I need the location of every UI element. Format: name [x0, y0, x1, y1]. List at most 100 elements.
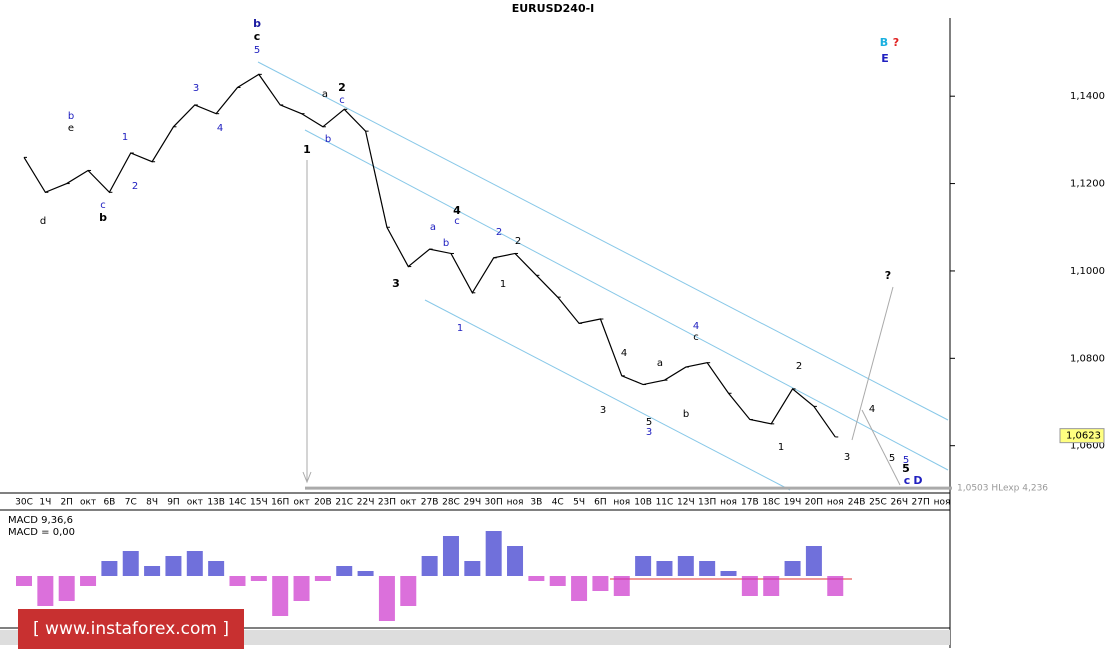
wave-label: c	[339, 95, 345, 106]
macd-bar	[635, 556, 652, 576]
wave-label: d	[40, 216, 46, 227]
x-tick-label: 21С	[335, 498, 353, 508]
macd-bar	[720, 571, 737, 576]
wave-label: 3	[392, 277, 400, 290]
macd-bar	[442, 536, 459, 576]
macd-bar	[741, 576, 758, 596]
x-tick-label: 20В	[314, 498, 332, 508]
x-tick-label: 11С	[656, 498, 674, 508]
x-tick-label: 17В	[741, 498, 759, 508]
x-tick-label: 5Ч	[573, 498, 585, 508]
x-tick-label: 13В	[207, 498, 225, 508]
x-tick-label: 9П	[167, 498, 180, 508]
wave-label: b	[443, 238, 449, 249]
macd-bar	[293, 576, 310, 601]
macd-bar	[528, 576, 545, 581]
macd-bar	[378, 576, 395, 621]
wave-label: c	[693, 332, 699, 343]
x-tick-label: 6П	[594, 498, 607, 508]
projection-lines	[302, 160, 901, 486]
wave-label: a	[657, 358, 663, 369]
x-tick-label: окт	[400, 498, 416, 508]
x-tick-label: ноя	[720, 498, 737, 508]
wave-label: 4	[217, 123, 223, 134]
macd-bar	[805, 546, 822, 576]
wave-label: b	[68, 111, 74, 122]
wave-label: 2	[132, 181, 138, 192]
x-tick-label: 18С	[762, 498, 780, 508]
x-tick-label: 24В	[848, 498, 866, 508]
last-price-label: 1,0623	[1066, 431, 1101, 442]
x-tick-label: 8Ч	[146, 498, 158, 508]
macd-bar	[571, 576, 588, 601]
macd-bar	[37, 576, 54, 606]
last-price-box	[1059, 428, 1105, 444]
wave-label: c	[904, 474, 911, 487]
x-tick-label: 3В	[530, 498, 542, 508]
wave-label: b	[683, 409, 689, 420]
wave-label: 1	[457, 323, 463, 334]
macd-bar	[613, 576, 630, 596]
x-tick-label: 27В	[421, 498, 439, 508]
wave-label: c	[454, 216, 460, 227]
x-tick-label: окт	[80, 498, 96, 508]
wave-label: 1	[122, 132, 128, 143]
wave-label: 2	[338, 81, 346, 94]
x-tick-label: окт	[293, 498, 309, 508]
wave-label: 5	[889, 453, 895, 464]
x-tick-label: 29Ч	[464, 498, 482, 508]
wave-label: 3	[600, 405, 606, 416]
macd-bar	[58, 576, 75, 601]
macd-subtitle: MACD = 0,00	[8, 527, 75, 538]
x-tick-label: 25С	[869, 498, 887, 508]
x-tick-label: 13П	[698, 498, 716, 508]
wave-label: 4	[693, 321, 699, 332]
x-tick-label: 15Ч	[250, 498, 268, 508]
macd-bar	[101, 561, 118, 576]
x-tick-label: 23П	[378, 498, 396, 508]
wave-label: 3	[646, 427, 652, 438]
wave-label: 3	[193, 83, 199, 94]
x-tick-label: 2П	[60, 498, 73, 508]
macd-bar	[827, 576, 844, 596]
macd-bar	[336, 566, 353, 576]
macd-bar	[656, 561, 673, 576]
x-tick-label: окт	[187, 498, 203, 508]
wave-label: b	[325, 134, 331, 145]
macd-bar	[250, 576, 267, 581]
target-label: 1,0503 HLexp 4,236	[957, 484, 1048, 494]
macd-bar	[165, 556, 182, 576]
wave-label: 4	[621, 348, 627, 359]
x-tick-label: 12Ч	[677, 498, 695, 508]
wave-label: b	[253, 17, 261, 30]
macd-bar	[677, 556, 694, 576]
watermark-text: [ www.instaforex.com ]	[33, 619, 229, 639]
wave-label: E	[881, 52, 889, 65]
macd-bar	[229, 576, 246, 586]
macd-bar	[421, 556, 438, 576]
wave-label: 2	[496, 227, 502, 238]
y-tick-label: 1,0600	[1070, 441, 1105, 452]
x-tick-label: 20П	[805, 498, 823, 508]
macd-bar	[357, 571, 374, 576]
x-tick-label: ноя	[934, 498, 951, 508]
wave-label: 5	[646, 417, 652, 428]
macd-bar	[186, 551, 203, 576]
x-tick-label: 10В	[634, 498, 652, 508]
x-tick-label: 30П	[485, 498, 503, 508]
x-tick-label: ноя	[613, 498, 630, 508]
macd-bar	[549, 576, 566, 586]
macd-bar	[272, 576, 289, 616]
wave-label: 4	[869, 404, 875, 415]
macd-bar	[144, 566, 161, 576]
wave-label: 1	[303, 143, 311, 156]
channel-lines	[257, 61, 949, 491]
y-tick-label: 1,0800	[1070, 353, 1105, 364]
x-tick-label: 1Ч	[39, 498, 51, 508]
x-tick-label: 28С	[442, 498, 460, 508]
wave-label: ?	[893, 36, 899, 49]
wave-label: a	[430, 222, 436, 233]
x-tick-label: 19Ч	[784, 498, 802, 508]
